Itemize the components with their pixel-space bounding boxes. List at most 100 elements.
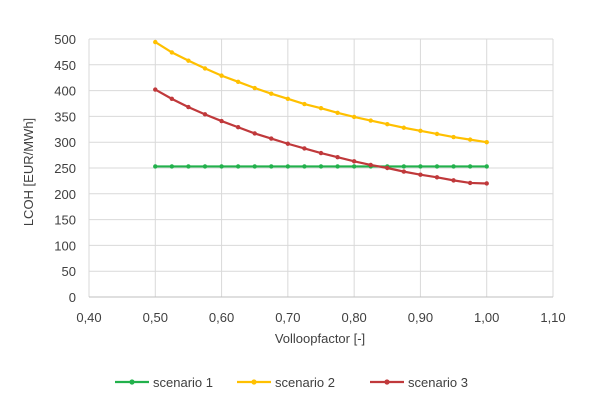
series-1 — [153, 164, 489, 169]
data-point — [385, 121, 390, 127]
data-point — [285, 141, 291, 146]
legend-item-2: scenario 2 — [237, 375, 335, 390]
data-point — [285, 96, 291, 102]
data-point — [302, 164, 307, 169]
data-point — [153, 87, 158, 92]
series-line-3 — [154, 88, 487, 185]
data-point — [335, 164, 340, 169]
legend-marker — [384, 379, 390, 385]
legend-item-3: scenario 3 — [370, 375, 468, 390]
data-point — [401, 125, 407, 130]
data-point — [451, 178, 456, 183]
data-point — [153, 164, 158, 169]
data-point — [169, 50, 175, 55]
legend-label: scenario 1 — [153, 375, 213, 390]
y-tick-label: 100 — [54, 238, 76, 253]
x-axis-label: Volloopfactor [-] — [275, 331, 365, 346]
data-point — [351, 164, 357, 169]
data-point — [252, 131, 257, 136]
data-point — [202, 164, 208, 169]
legend-label: scenario 2 — [275, 375, 335, 390]
data-point — [451, 164, 456, 169]
data-point — [169, 96, 175, 102]
data-point — [318, 150, 324, 156]
data-point — [186, 58, 191, 63]
y-tick-label: 300 — [54, 135, 76, 150]
y-tick-label: 250 — [54, 161, 76, 176]
data-point — [269, 136, 274, 141]
data-point — [269, 164, 274, 169]
y-tick-label: 500 — [54, 32, 76, 47]
y-tick-label: 450 — [54, 58, 76, 73]
data-point — [385, 165, 390, 171]
data-point — [418, 128, 423, 134]
data-point — [451, 134, 456, 140]
data-point — [368, 118, 373, 123]
legend-item-1: scenario 1 — [115, 375, 213, 390]
data-point — [202, 112, 208, 117]
y-tick-label: 200 — [54, 187, 76, 202]
data-point — [434, 131, 440, 137]
data-point — [235, 79, 241, 85]
data-point — [434, 175, 440, 180]
x-tick-labels: 0,40 0,50 0,60 0,70 0,80 0,90 1,00 1,10 — [76, 310, 565, 325]
data-point — [302, 146, 307, 151]
x-tick-label: 0,70 — [275, 310, 300, 325]
data-point — [235, 125, 241, 130]
series-2 — [153, 39, 489, 145]
data-point — [285, 164, 291, 169]
series-line-2 — [154, 41, 487, 144]
data-point — [484, 140, 489, 145]
data-point — [186, 164, 191, 169]
x-tick-label: 1,00 — [474, 310, 499, 325]
y-tick-label: 50 — [62, 264, 76, 279]
y-tick-labels: 0 50 100 150 200 250 300 350 400 450 500 — [54, 32, 76, 305]
data-point — [219, 164, 224, 169]
legend-marker — [251, 379, 257, 385]
y-tick-label: 350 — [54, 109, 76, 124]
x-tick-label: 0,50 — [143, 310, 168, 325]
data-point — [351, 114, 357, 120]
data-point — [401, 169, 407, 174]
data-point — [434, 164, 440, 169]
data-point — [418, 172, 423, 177]
y-tick-label: 0 — [69, 290, 76, 305]
y-tick-label: 150 — [54, 213, 76, 228]
data-point — [318, 105, 324, 111]
x-tick-label: 0,80 — [341, 310, 366, 325]
data-point — [335, 154, 340, 160]
data-point — [153, 39, 158, 45]
data-point — [169, 164, 175, 169]
data-point — [202, 66, 208, 71]
legend-label: scenario 3 — [408, 375, 468, 390]
series-group — [153, 39, 489, 186]
series-3 — [153, 87, 489, 186]
data-point — [467, 180, 473, 186]
data-point — [186, 104, 191, 110]
data-point — [219, 118, 224, 124]
data-point — [467, 137, 473, 142]
data-point — [318, 164, 324, 169]
data-point — [252, 85, 257, 91]
data-point — [219, 73, 224, 78]
data-point — [401, 164, 407, 169]
data-point — [335, 110, 340, 115]
data-point — [351, 159, 357, 164]
legend-marker — [129, 379, 135, 385]
x-tick-label: 0,90 — [408, 310, 433, 325]
data-point — [252, 164, 257, 169]
data-point — [418, 164, 423, 169]
data-point — [467, 164, 473, 169]
data-point — [484, 181, 489, 186]
data-point — [368, 162, 373, 168]
legend: scenario 1 scenario 2 scenario 3 — [115, 375, 468, 390]
data-point — [302, 101, 307, 107]
x-tick-label: 0,60 — [209, 310, 234, 325]
data-point — [484, 164, 489, 169]
x-tick-label: 0,40 — [76, 310, 101, 325]
y-tick-label: 400 — [54, 84, 76, 99]
data-point — [269, 91, 274, 96]
x-tick-label: 1,10 — [540, 310, 565, 325]
y-axis-label: LCOH [EUR/MWh] — [21, 118, 36, 226]
